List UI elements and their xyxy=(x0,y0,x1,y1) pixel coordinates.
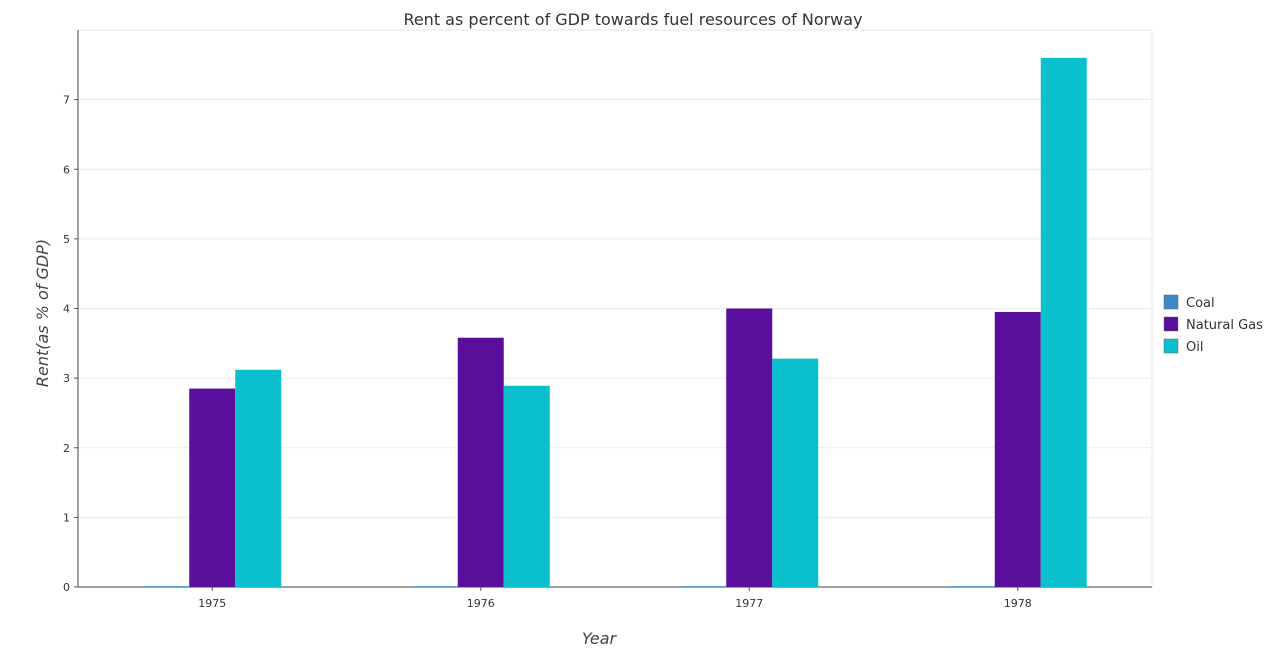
legend-swatch xyxy=(1163,338,1179,354)
bar-coal xyxy=(411,586,458,587)
y-tick-label: 1 xyxy=(63,511,70,524)
bar-coal xyxy=(143,586,190,587)
bar-coal xyxy=(680,586,727,587)
legend-label: Natural Gas xyxy=(1186,318,1263,333)
bar-oil xyxy=(1040,57,1087,588)
bar-oil xyxy=(235,369,282,587)
bar-natural-gas xyxy=(726,308,773,587)
x-tick-label: 1975 xyxy=(198,597,226,610)
y-tick-label: 4 xyxy=(63,303,70,316)
plot-area: 0 1 2 3 4 5 6 7 1975 1976 1977 1978 xyxy=(63,29,1153,610)
legend-swatch xyxy=(1163,316,1179,332)
y-tick-label: 3 xyxy=(63,372,70,385)
bar-oil xyxy=(772,358,819,587)
y-tick-label: 0 xyxy=(63,581,70,594)
bar-oil xyxy=(503,385,550,587)
legend-label: Coal xyxy=(1186,296,1215,311)
y-tick-label: 2 xyxy=(63,442,70,455)
chart-title: Rent as percent of GDP towards fuel reso… xyxy=(403,10,862,29)
y-tick-label: 7 xyxy=(63,94,70,107)
bar-natural-gas xyxy=(457,337,504,587)
bar-natural-gas xyxy=(994,311,1041,587)
y-tick-label: 6 xyxy=(63,163,70,176)
y-axis-label: Rent(as % of GDP) xyxy=(33,239,52,387)
legend-swatch xyxy=(1163,294,1179,310)
y-tick-label: 5 xyxy=(63,233,70,246)
x-tick-label: 1978 xyxy=(1004,597,1032,610)
x-tick-label: 1977 xyxy=(735,597,763,610)
x-axis-label: Year xyxy=(582,629,618,648)
legend-label: Oil xyxy=(1186,340,1203,355)
x-tick-label: 1976 xyxy=(467,597,495,610)
bar-natural-gas xyxy=(189,388,236,587)
bar-coal xyxy=(948,586,995,587)
legend: Coal Natural Gas Oil xyxy=(1163,294,1263,355)
